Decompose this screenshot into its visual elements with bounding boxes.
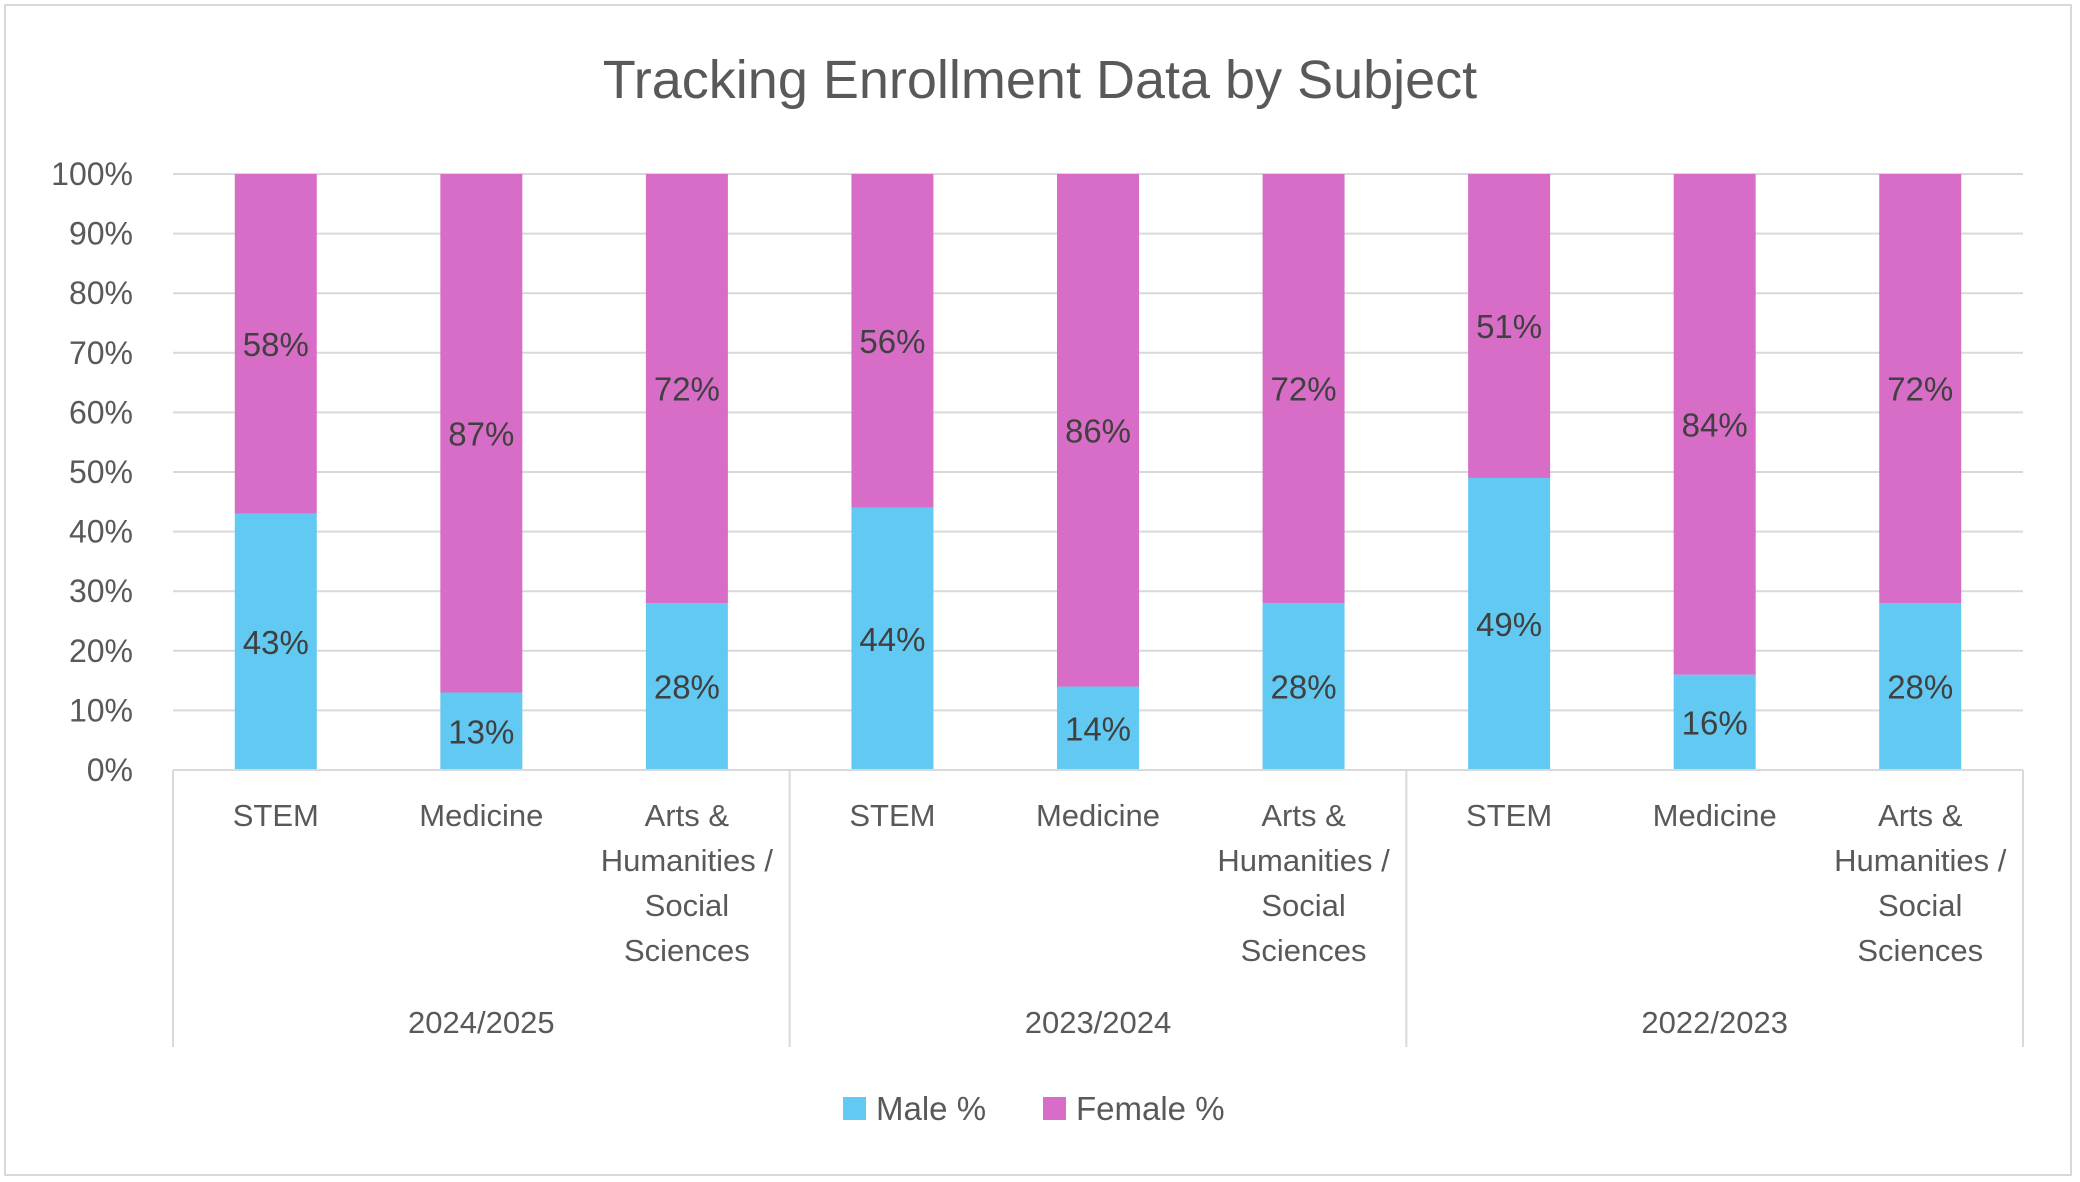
group-label: 2024/2025 [408,1005,555,1040]
legend-item[interactable]: Male % [843,1090,986,1127]
y-tick-label: 40% [69,514,133,550]
bar-segment-female[interactable] [1879,174,1962,604]
bar-segment-female[interactable] [851,174,934,508]
category-label: Medicine [1036,798,1160,833]
y-tick-label: 10% [69,692,133,728]
bar-segment-female[interactable] [440,174,523,693]
data-label: 72% [1271,371,1337,408]
data-label: 28% [1271,669,1337,706]
bar-segment-female[interactable] [234,174,317,514]
data-label: 49% [1476,606,1542,643]
bar-segment-male[interactable] [234,513,317,770]
bars: 43% 58% 13% 87% 28% 72% 44% 56% 14% 86% 28% 72% 49% 5… [234,174,1962,770]
category-label: STEM [849,798,935,833]
y-axis: 0% 10% 20% 30% 40% 50% 60% 70% 80% 90% 100% [51,156,133,788]
data-label: 51% [1476,308,1542,345]
legend-label: Female % [1076,1090,1225,1127]
data-label: 87% [448,415,514,452]
legend-label: Male % [876,1090,986,1127]
chart-title: Tracking Enrollment Data by Subject [603,50,1477,110]
data-label: 43% [243,624,309,661]
data-label: 14% [1065,710,1131,747]
bar-segment-female[interactable] [1468,174,1551,478]
category-label: STEM [1466,798,1552,833]
group-label: 2023/2024 [1025,1005,1172,1040]
category-label: Medicine [1653,798,1777,833]
bar-segment-female[interactable] [645,174,728,604]
category-label: Arts & Humanities / Social Sciences [1217,798,1390,968]
y-tick-label: 50% [69,454,133,490]
data-label: 86% [1065,412,1131,449]
legend-item[interactable]: Female % [1043,1090,1225,1127]
data-label: 72% [654,371,720,408]
data-label: 72% [1887,371,1953,408]
y-tick-label: 30% [69,573,133,609]
y-tick-label: 80% [69,275,133,311]
data-label: 16% [1682,704,1748,741]
bar-segment-male[interactable] [1879,603,1962,770]
legend: Male % Female % [843,1090,1225,1127]
data-label: 28% [654,669,720,706]
bar-segment-male[interactable] [851,507,934,770]
group-label: 2022/2023 [1641,1005,1788,1040]
data-label: 58% [243,326,309,363]
y-tick-label: 90% [69,216,133,252]
y-tick-label: 0% [87,752,133,788]
y-tick-label: 20% [69,633,133,669]
bar-segment-male[interactable] [1262,603,1345,770]
legend-swatch [1043,1097,1066,1120]
category-label: Arts & Humanities / Social Sciences [601,798,774,968]
legend-swatch [843,1097,866,1120]
category-label: Medicine [419,798,543,833]
bar-segment-female[interactable] [1057,174,1139,687]
data-label: 84% [1682,406,1748,443]
category-label: Arts & Humanities / Social Sciences [1834,798,2007,968]
bar-segment-female[interactable] [1673,174,1756,675]
bar-segment-female[interactable] [1262,174,1345,604]
bar-segment-male[interactable] [645,603,728,770]
y-tick-label: 70% [69,335,133,371]
bar-segment-male[interactable] [440,692,523,770]
y-tick-label: 100% [51,156,133,192]
data-label: 28% [1887,669,1953,706]
data-label: 56% [859,323,925,360]
data-label: 13% [448,713,514,750]
category-label: STEM [233,798,319,833]
y-tick-label: 60% [69,394,133,430]
bar-segment-male[interactable] [1057,686,1139,770]
data-label: 44% [859,621,925,658]
x-axis: STEM Medicine Arts & Humanities / Social Scie… [172,769,2024,1047]
bar-segment-male[interactable] [1468,477,1551,770]
bar-segment-male[interactable] [1673,674,1756,770]
